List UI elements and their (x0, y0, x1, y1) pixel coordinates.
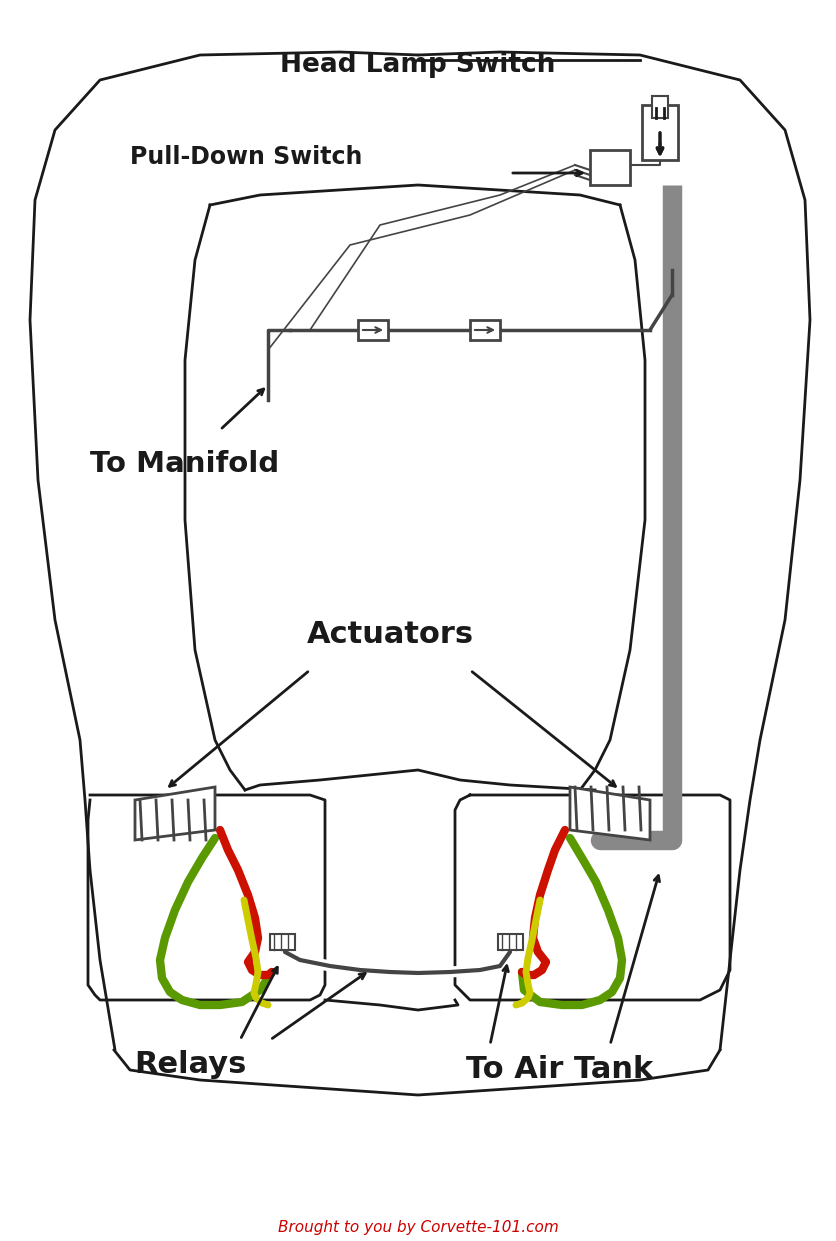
Text: To Manifold: To Manifold (90, 450, 279, 478)
Text: To Air Tank: To Air Tank (466, 1055, 653, 1083)
Bar (358, 320, 388, 340)
Bar (497, 934, 522, 951)
Bar (270, 934, 294, 951)
Text: Pull-Down Switch: Pull-Down Switch (130, 145, 362, 169)
Text: Actuators: Actuators (306, 620, 473, 649)
Text: Brought to you by Corvette-101.com: Brought to you by Corvette-101.com (278, 1220, 558, 1235)
Text: Head Lamp Switch: Head Lamp Switch (280, 52, 555, 78)
Polygon shape (569, 787, 650, 840)
Text: Relays: Relays (134, 1050, 246, 1078)
Bar (470, 320, 499, 340)
Bar (641, 105, 677, 160)
Bar (651, 96, 667, 118)
Polygon shape (135, 787, 215, 840)
Bar (589, 150, 630, 185)
